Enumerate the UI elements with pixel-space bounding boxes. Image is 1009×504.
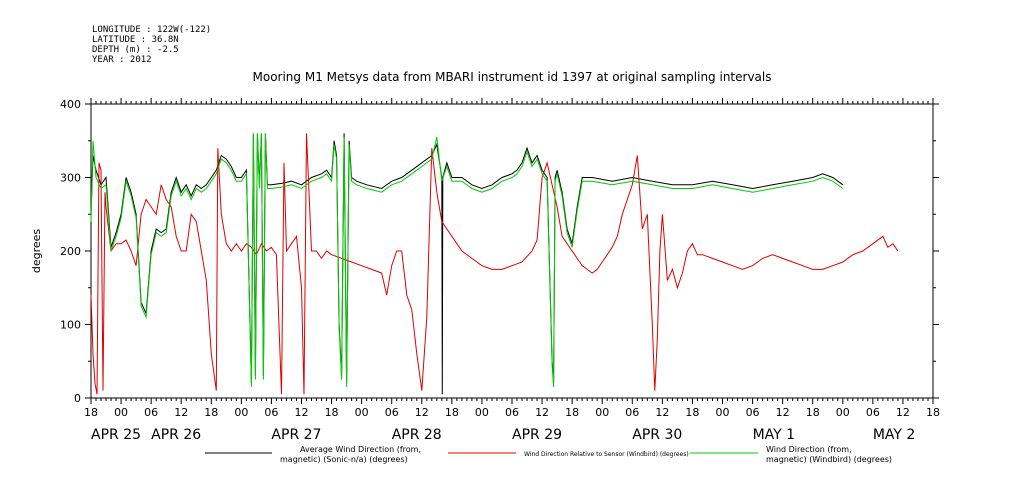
y-tick-label: 300 [60,172,81,185]
x-tick-label: 06 [385,406,399,419]
chart-title: Mooring M1 Metsys data from MBARI instru… [253,70,772,84]
y-tick-label: 100 [60,319,81,332]
x-tick-label: 18 [84,406,98,419]
y-tick-label: 200 [60,245,81,258]
x-tick-label: 12 [776,406,790,419]
y-tick-label: 400 [60,98,81,111]
legend-label-line2: magnetic) (Sonic-n/a) (degrees) [280,455,408,464]
x-tick-label: 12 [655,406,669,419]
x-tick-label: 18 [565,406,579,419]
series-layer [90,133,899,395]
y-tick-label: 0 [74,392,81,405]
x-date-label: APR 29 [512,427,562,443]
x-date-label: APR 25 [91,427,141,443]
longitude-label: LONGITUDE : 122W(-122) [92,25,211,35]
x-tick-label: 06 [866,406,880,419]
year-label: YEAR : 2012 [92,55,152,65]
x-tick-label: 00 [475,406,489,419]
x-tick-label: 00 [716,406,730,419]
x-tick-label: 12 [896,406,910,419]
x-tick-label: 18 [806,406,820,419]
x-date-label: APR 27 [271,427,321,443]
legend-label-line2: magnetic) (Windbird) (degrees) [766,455,892,464]
x-date-label: MAY 1 [753,427,795,443]
x-tick-label: 06 [144,406,158,419]
legend-label-line1: Average Wind Direction (from, [300,445,421,454]
x-tick-label: 12 [174,406,188,419]
x-date-label: APR 26 [151,427,201,443]
x-tick-label: 18 [204,406,218,419]
x-tick-label: 06 [505,406,519,419]
x-date-label: APR 30 [632,427,682,443]
chart-header: LONGITUDE : 122W(-122) LATITUDE : 36.8N … [92,25,772,84]
x-tick-label: 18 [926,406,940,419]
x-tick-label: 12 [415,406,429,419]
x-tick-label: 06 [625,406,639,419]
x-tick-label: 18 [685,406,699,419]
x-tick-label: 06 [264,406,278,419]
x-tick-label: 00 [355,406,369,419]
x-tick-label: 00 [114,406,128,419]
y-axis-label: degrees [30,229,43,274]
x-tick-label: 12 [535,406,549,419]
legend-label-line1: Wind Direction (from, [766,445,852,454]
series-line-3 [90,133,844,388]
x-tick-label: 00 [595,406,609,419]
axis-ticks: 0 100 200 300 400 18 00 06 12 18 00 06 12 18 00 06 12 18 0… [60,98,940,443]
legend-label-line1: Wind Direction Relative to Sensor (Windb… [524,451,689,458]
depth-label: DEPTH (m) : -2.5 [92,45,179,55]
x-tick-label: 06 [746,406,760,419]
x-date-label: MAY 2 [873,427,915,443]
x-date-label: APR 28 [392,427,442,443]
legend: Average Wind Direction (from,magnetic) (… [205,445,892,464]
x-tick-label: 00 [836,406,850,419]
x-tick-label: 12 [295,406,309,419]
series-line-2 [90,133,899,395]
latitude-label: LATITUDE : 36.8N [92,35,179,45]
x-tick-label: 00 [234,406,248,419]
x-tick-label: 18 [325,406,339,419]
x-tick-label: 18 [445,406,459,419]
